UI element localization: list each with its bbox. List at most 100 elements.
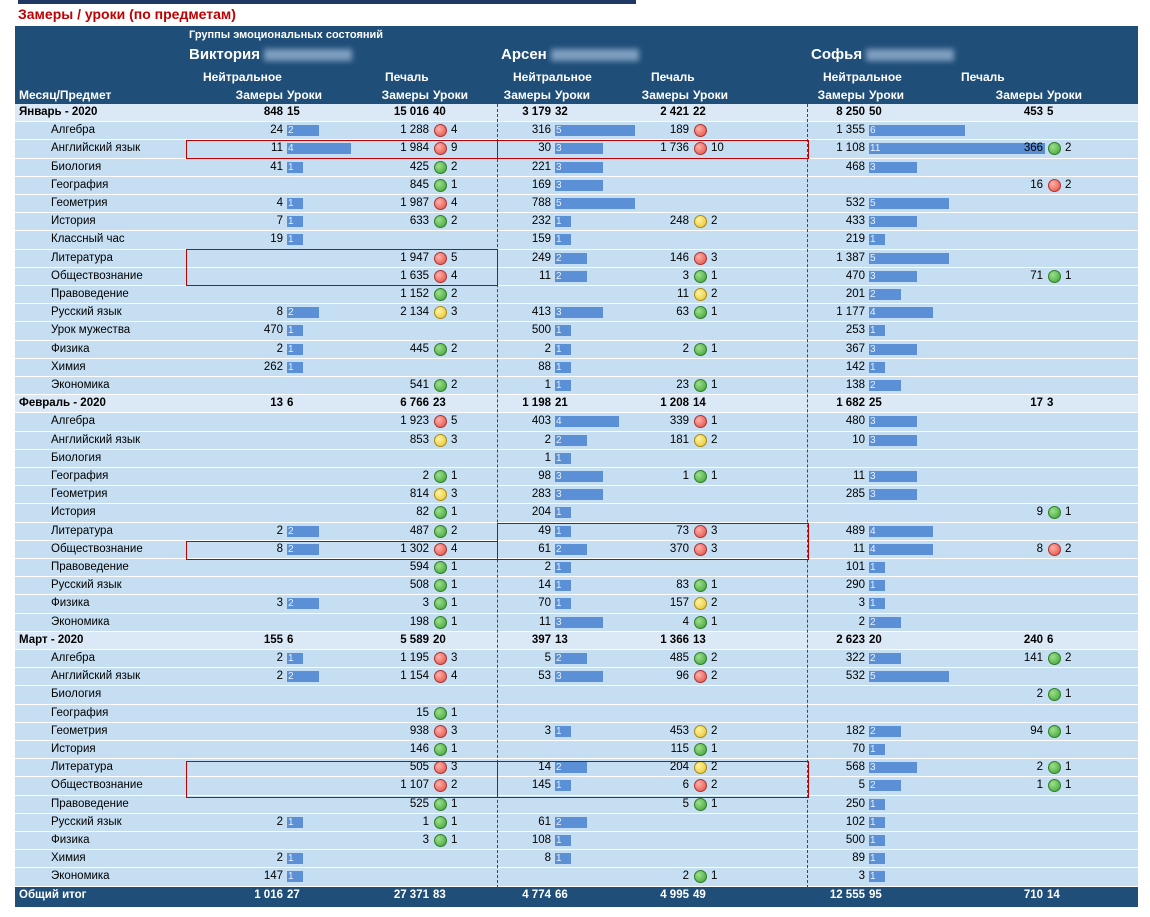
lessons-value: 1	[556, 216, 562, 228]
pivot-table: Группы эмоциональных состояний Виктория …	[15, 26, 1138, 910]
lessons-databar: 1	[555, 380, 571, 391]
lessons-value: 3	[870, 416, 876, 428]
lessons-value: 2	[1065, 542, 1072, 555]
table-row: Химия 262 1 88 1 142 1	[15, 358, 1138, 377]
lessons-value: 2	[288, 598, 294, 610]
lessons-databar: 1	[287, 325, 303, 337]
lessons-value: 1	[556, 325, 562, 337]
measures-value: 1 736	[660, 142, 689, 155]
lessons-value: 3	[451, 652, 458, 664]
lessons-value: 2	[556, 653, 562, 664]
lessons-value: 1	[870, 361, 876, 373]
lessons-databar: 5	[555, 198, 635, 209]
green-indicator-icon	[1048, 779, 1061, 793]
col-lessons-header: Уроки	[1047, 88, 1083, 102]
measures-value: 1	[1036, 779, 1043, 792]
lessons-value: 1	[288, 234, 294, 246]
green-indicator-icon	[434, 524, 447, 538]
measures-value: 1 302	[400, 542, 429, 555]
lessons-value: 1	[711, 269, 718, 282]
subject-label: Правоведение	[51, 561, 129, 573]
lessons-databar: 1	[869, 816, 885, 828]
lessons-databar: 4	[869, 307, 933, 319]
measures-value: 339	[669, 415, 689, 428]
lessons-value: 1	[288, 198, 294, 209]
lessons-databar: 4	[869, 525, 933, 537]
lessons-value: 1	[451, 579, 458, 592]
measures-value: 1	[682, 470, 689, 482]
subject-label: Алгебра	[51, 415, 95, 428]
measures-value: 198	[409, 615, 429, 628]
subject-label: Русский язык	[51, 306, 122, 319]
table-row: Обществознание 1 107 2 145 1 6 2 5 2 1 1	[15, 777, 1138, 796]
measures-value: 115	[670, 743, 689, 755]
lessons-value: 3	[451, 306, 458, 319]
table-row: Английский язык 2 2 1 154 4 53 3 96 2 532 5	[15, 668, 1138, 687]
col-measures-header: Замеры	[641, 88, 689, 102]
measures-value: 3 179	[522, 106, 551, 118]
lessons-value: 3	[556, 179, 562, 191]
table-row: Экономика 198 1 11 3 4 1 2 2	[15, 613, 1138, 632]
page-title: Замеры / уроки (по предметам)	[18, 6, 236, 22]
lessons-databar: 2	[555, 543, 587, 555]
red-indicator-icon	[434, 197, 447, 210]
lessons-value: 3	[451, 724, 458, 737]
green-indicator-icon	[694, 470, 707, 483]
lessons-value: 3	[556, 616, 562, 628]
lessons-value: 1	[556, 452, 562, 464]
lessons-value: 3	[556, 471, 562, 482]
lessons-value: 6	[870, 125, 876, 137]
total-row: Общий итог 1 016 27 27 371 83 4 774 66 4 995 49 1…	[15, 886, 1138, 907]
red-indicator-icon	[1048, 542, 1061, 556]
measures-value: 322	[845, 652, 865, 664]
subject-label: Английский язык	[51, 670, 141, 683]
measures-value: 11	[539, 615, 551, 628]
measures-value: 2	[858, 615, 865, 628]
measures-value: 710	[1023, 888, 1043, 901]
measures-value: 403	[531, 415, 551, 428]
lessons-value: 9	[451, 142, 458, 155]
measures-value: 1 195	[400, 652, 429, 664]
measures-value: 189	[669, 124, 689, 137]
lessons-databar: 1	[555, 580, 571, 592]
subject-label: Английский язык	[51, 142, 141, 155]
measures-value: 138	[845, 379, 865, 391]
measures-value: 250	[845, 797, 865, 810]
lessons-databar: 1	[555, 525, 571, 537]
lessons-value: 3	[870, 434, 876, 446]
measures-value: 89	[852, 852, 865, 865]
lessons-databar: 1	[287, 653, 303, 664]
state-neutral-1: Нейтральное	[203, 70, 282, 84]
measures-value: 4	[682, 615, 689, 628]
lessons-databar: 5	[869, 671, 949, 683]
measures-value: 1	[422, 815, 429, 828]
lessons-value: 1	[451, 706, 458, 719]
lessons-value: 15	[287, 106, 300, 118]
lessons-value: 1	[870, 853, 876, 865]
lessons-value: 1	[556, 562, 562, 573]
lessons-databar: 1	[869, 234, 885, 246]
table-row: Экономика 147 1 2 1 3 1	[15, 868, 1138, 887]
subject-label: Экономика	[51, 870, 110, 883]
subject-label: Экономика	[51, 379, 110, 391]
green-indicator-icon	[434, 834, 447, 847]
measures-value: 2 134	[400, 306, 429, 319]
lessons-databar: 1	[287, 816, 303, 828]
lessons-value: 2	[711, 724, 718, 737]
table-row: Физика 2 1 445 2 2 1 2 1 367 3	[15, 340, 1138, 359]
lessons-value: 5	[870, 198, 876, 209]
lessons-value: 4	[451, 124, 458, 137]
lessons-databar: 2	[555, 434, 587, 446]
measures-value: 633	[409, 215, 429, 228]
lessons-value: 1	[451, 815, 458, 828]
lessons-databar: 3	[869, 762, 917, 774]
measures-value: 101	[845, 561, 865, 573]
period-label: Февраль - 2020	[19, 397, 106, 410]
green-indicator-icon	[694, 652, 707, 665]
lessons-value: 3	[451, 761, 458, 774]
lessons-databar: 2	[287, 525, 319, 537]
measures-value: 283	[531, 488, 551, 501]
lessons-value: 1	[870, 325, 876, 337]
lessons-value: 4	[870, 543, 876, 555]
lessons-databar: 1	[869, 835, 885, 846]
